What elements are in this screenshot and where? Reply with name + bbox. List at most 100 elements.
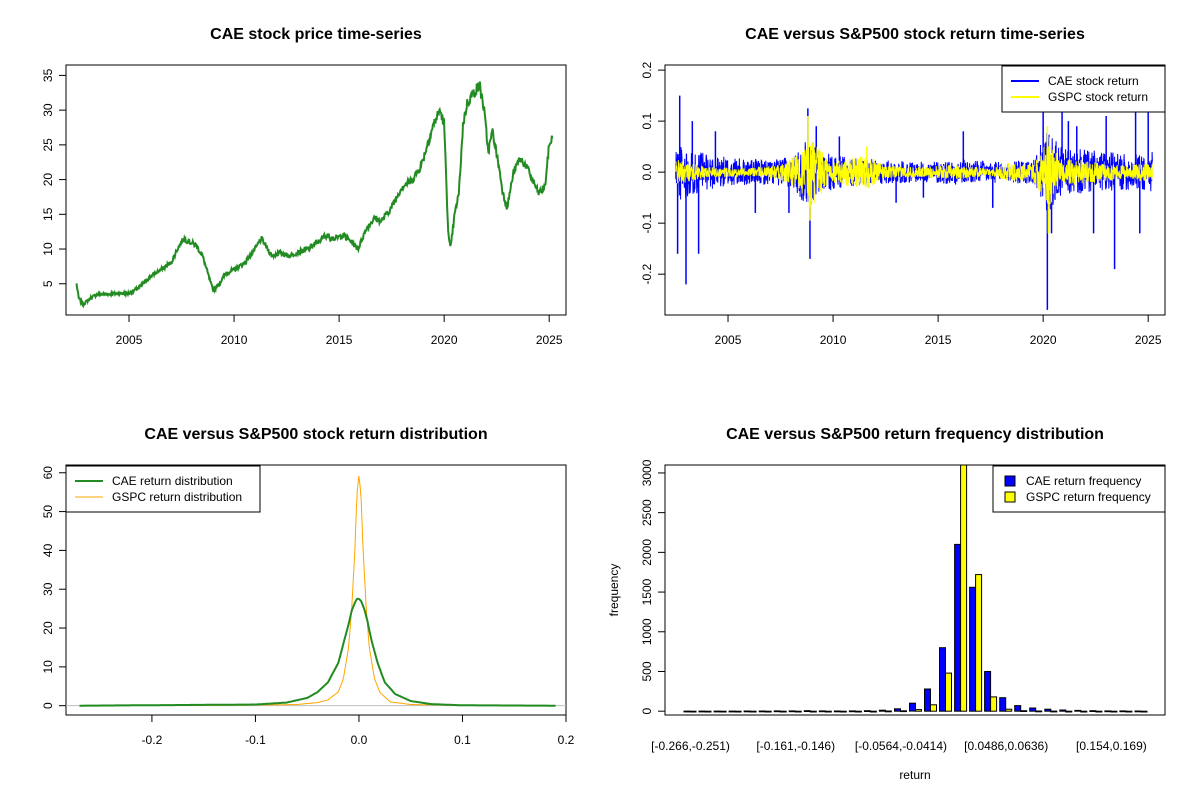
y-tick-label: 2500 — [640, 499, 654, 526]
gspc-frequency-bar — [990, 696, 998, 712]
chart-title: CAE versus S&P500 return frequency distr… — [726, 426, 1104, 443]
x-tick-label: 2015 — [326, 333, 353, 347]
cae-frequency-bar — [939, 647, 946, 712]
cae-frequency-bar — [969, 586, 977, 712]
legend-box — [992, 465, 1166, 513]
gspc-frequency-bar — [915, 709, 922, 712]
chart-title: CAE versus S&P500 stock return time-seri… — [745, 26, 1085, 43]
plot-frame — [65, 64, 567, 316]
cae-frequency-bar — [894, 708, 901, 712]
y-tick-label: -0.1 — [640, 213, 654, 234]
gspc-frequency-bar — [749, 710, 757, 713]
cae-frequency-bar — [773, 710, 781, 713]
chart-title: CAE stock price time-series — [210, 26, 422, 43]
x-axis-title: return — [899, 768, 930, 782]
cae-frequency-bar — [909, 702, 916, 712]
cae-frequency-bar — [803, 710, 811, 712]
legend-label: CAE return distribution — [112, 474, 233, 488]
cae-density-line — [79, 597, 556, 707]
y-tick-label: 35 — [41, 68, 55, 82]
y-tick-label: 0.1 — [640, 112, 654, 129]
x-bin-label: [-0.161,-0.146) — [756, 739, 835, 753]
gspc-frequency-bar — [1035, 710, 1043, 713]
y-tick-label: 40 — [41, 543, 55, 557]
y-tick-label: 5 — [41, 280, 55, 287]
legend-label: GSPC return distribution — [112, 490, 242, 504]
y-tick-label: 2000 — [640, 539, 654, 566]
cae-frequency-bar — [1044, 708, 1052, 712]
gspc-frequency-bar — [1005, 708, 1013, 712]
y-tick-label: 0.2 — [640, 61, 654, 78]
cae-frequency-bar — [833, 710, 841, 713]
gspc-frequency-bar — [1050, 710, 1058, 713]
gspc-frequency-bar — [1125, 710, 1133, 713]
x-tick-label: 2015 — [925, 333, 952, 347]
cae-frequency-bar — [1134, 710, 1142, 713]
cae-frequency-bar — [1059, 709, 1067, 712]
top-cover — [665, 445, 1165, 465]
x-bin-label: [0.0486,0.0636) — [964, 739, 1048, 753]
legend-label: GSPC stock return — [1048, 90, 1148, 104]
cae-frequency-bar — [1014, 705, 1022, 712]
x-bin-label: [-0.0564,-0.0414) — [855, 739, 947, 753]
gspc-frequency-bar — [824, 710, 832, 713]
gspc-frequency-bar — [945, 672, 952, 712]
cae-frequency-bar — [924, 688, 931, 712]
gspc-frequency-bar — [764, 710, 772, 713]
gspc-frequency-bar — [854, 710, 862, 713]
y-tick-label: -0.2 — [640, 264, 654, 285]
cae-frequency-bar — [818, 710, 826, 713]
gspc-frequency-bar — [1020, 710, 1028, 712]
cae-frequency-bar — [728, 710, 736, 713]
gspc-frequency-bar — [1140, 710, 1148, 713]
gspc-frequency-bar — [884, 710, 892, 713]
y-tick-label: 1000 — [640, 618, 654, 645]
gspc-frequency-bar — [1110, 710, 1118, 713]
plot-frame — [664, 64, 1166, 316]
x-tick-label: 2010 — [221, 333, 248, 347]
x-tick-label: -0.2 — [142, 733, 163, 747]
chart-title: CAE versus S&P500 stock return distribut… — [144, 426, 487, 443]
gspc-frequency-bar — [689, 710, 697, 713]
gspc-frequency-bar — [869, 710, 877, 713]
gspc-return-line — [675, 137, 1153, 208]
gspc-frequency-bar — [794, 710, 802, 713]
cae-frequency-bar — [1089, 710, 1097, 712]
x-tick-label: 2025 — [1135, 333, 1162, 347]
gspc-frequency-bar — [779, 710, 787, 713]
x-tick-label: -0.1 — [245, 733, 266, 747]
x-tick-label: 2025 — [536, 333, 563, 347]
gspc-frequency-bar — [975, 574, 983, 712]
legend-box — [1001, 65, 1166, 113]
cae-frequency-bar — [743, 710, 751, 713]
cae-frequency-bar — [954, 543, 962, 712]
gspc-frequency-bar — [734, 710, 742, 713]
gspc-frequency-bar — [839, 710, 847, 713]
x-tick-label: 0.1 — [454, 733, 471, 747]
price-line — [75, 81, 554, 309]
y-tick-label: 50 — [41, 505, 55, 519]
y-tick-label: 30 — [41, 582, 55, 596]
x-tick-label: 2010 — [820, 333, 847, 347]
gspc-frequency-bar — [704, 710, 712, 713]
x-bin-label: [0.154,0.169) — [1076, 739, 1147, 753]
y-tick-label: 30 — [41, 103, 55, 117]
legend-box — [65, 465, 261, 513]
x-bin-label: [-0.266,-0.251) — [651, 739, 730, 753]
gspc-frequency-bar — [809, 710, 817, 713]
gspc-frequency-bar — [719, 710, 727, 713]
cae-frequency-bar — [848, 710, 856, 713]
cae-frequency-bar — [1029, 707, 1037, 712]
cae-frequency-bar — [683, 710, 691, 713]
cae-frequency-bar — [1104, 710, 1112, 713]
cae-frequency-bar — [788, 710, 796, 713]
x-tick-label: 2005 — [715, 333, 742, 347]
cae-frequency-bar — [999, 697, 1007, 712]
plot-frame — [65, 464, 567, 716]
cae-frequency-bar — [713, 710, 721, 713]
gspc-frequency-bar — [1080, 710, 1088, 713]
cae-frequency-bar — [878, 709, 886, 712]
gspc-frequency-bar — [900, 710, 907, 713]
legend-label: GSPC return frequency — [1026, 490, 1151, 504]
